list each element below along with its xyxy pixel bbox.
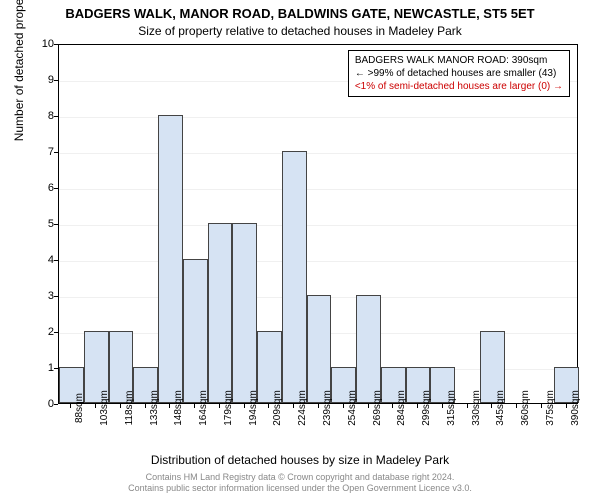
xtick-label: 209sqm	[272, 390, 283, 426]
footer-line-1: Contains HM Land Registry data © Crown c…	[146, 472, 455, 482]
xtick-label: 179sqm	[223, 390, 234, 426]
bar	[282, 151, 307, 403]
legend-line-3: <1% of semi-detached houses are larger (…	[355, 80, 563, 93]
ytick-label: 1	[24, 362, 54, 374]
xtick-label: 284sqm	[396, 390, 407, 426]
ytick-label: 8	[24, 110, 54, 122]
xtick-label: 299sqm	[421, 390, 432, 426]
ytick-label: 3	[24, 290, 54, 302]
xtick-label: 390sqm	[570, 390, 581, 426]
xtick-label: 345sqm	[495, 390, 506, 426]
chart-container: BADGERS WALK, MANOR ROAD, BALDWINS GATE,…	[0, 0, 600, 500]
bar	[208, 223, 233, 403]
xtick-label: 375sqm	[545, 390, 556, 426]
legend-line-1: BADGERS WALK MANOR ROAD: 390sqm	[355, 54, 563, 67]
xtick-label: 254sqm	[347, 390, 358, 426]
plot-area	[58, 44, 578, 404]
ytick-label: 6	[24, 182, 54, 194]
xtick-label: 103sqm	[99, 390, 110, 426]
ytick-label: 2	[24, 326, 54, 338]
ytick-label: 10	[24, 38, 54, 50]
chart-title-main: BADGERS WALK, MANOR ROAD, BALDWINS GATE,…	[0, 6, 600, 21]
ytick-label: 5	[24, 218, 54, 230]
xtick-label: 118sqm	[124, 391, 135, 426]
bar	[232, 223, 257, 403]
footer-line-2: Contains public sector information licen…	[128, 483, 472, 493]
bar	[183, 259, 208, 403]
legend-box: BADGERS WALK MANOR ROAD: 390sqm ← >99% o…	[348, 50, 570, 97]
ytick-label: 9	[24, 74, 54, 86]
chart-title-sub: Size of property relative to detached ho…	[0, 24, 600, 38]
xtick-label: 360sqm	[520, 390, 531, 426]
xtick-label: 269sqm	[372, 390, 383, 426]
xtick-label: 330sqm	[471, 390, 482, 426]
xtick-label: 88sqm	[74, 393, 85, 423]
xtick-label: 164sqm	[198, 390, 209, 426]
xtick-label: 133sqm	[149, 390, 160, 426]
bar	[307, 295, 332, 403]
ytick-label: 4	[24, 254, 54, 266]
x-axis-label: Distribution of detached houses by size …	[0, 453, 600, 467]
xtick-label: 239sqm	[322, 390, 333, 426]
ytick-label: 7	[24, 146, 54, 158]
bar	[158, 115, 183, 403]
xtick-label: 148sqm	[173, 390, 184, 426]
xtick-label: 315sqm	[446, 390, 457, 426]
ytick-label: 0	[24, 398, 54, 410]
footer-attribution: Contains HM Land Registry data © Crown c…	[0, 472, 600, 494]
xtick-label: 224sqm	[297, 390, 308, 426]
legend-line-2: ← >99% of detached houses are smaller (4…	[355, 67, 563, 80]
xtick-label: 194sqm	[248, 390, 259, 426]
bar	[356, 295, 381, 403]
